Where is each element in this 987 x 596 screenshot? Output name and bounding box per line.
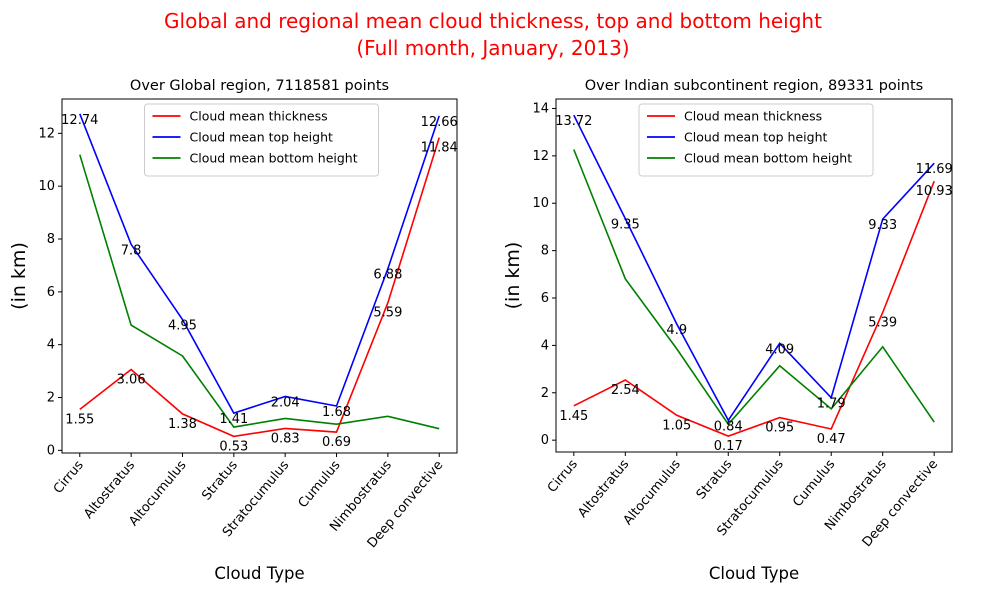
data-label: 6.88: [373, 268, 402, 283]
legend-entry: Cloud mean top height: [190, 130, 334, 145]
x-tick-label: Altostratus: [575, 457, 632, 521]
chart-title: Over Global region, 7118581 points: [130, 78, 389, 94]
data-label: 0.84: [714, 419, 743, 434]
legend-entry: Cloud mean bottom height: [190, 151, 358, 166]
y-tick-label: 10: [38, 179, 55, 194]
data-label: 1.79: [817, 397, 846, 412]
x-tick-label: Cirrus: [545, 457, 581, 496]
series-line-cloud-mean-thickness: [79, 137, 440, 438]
y-tick-label: 6: [541, 291, 549, 306]
figure-title-line2: (Full month, January, 2013): [356, 36, 629, 60]
x-tick-label: Stratus: [199, 458, 241, 504]
data-label: 12.74: [61, 113, 98, 128]
figure-title-line1: Global and regional mean cloud thickness…: [164, 9, 822, 33]
y-axis-label: (in km): [502, 242, 524, 310]
legend-entry: Cloud mean thickness: [684, 109, 822, 124]
y-tick-label: 2: [541, 386, 549, 401]
data-label: 0.83: [271, 431, 300, 446]
legend-entry: Cloud mean top height: [684, 130, 828, 145]
data-label: 0.17: [714, 439, 743, 454]
x-tick-label: Stratus: [694, 457, 736, 503]
data-label: 7.8: [121, 243, 142, 258]
data-label: 11.84: [421, 141, 458, 156]
y-tick-label: 12: [38, 126, 55, 141]
x-tick-label: Cumulus: [790, 457, 838, 510]
y-tick-label: 12: [532, 149, 549, 164]
x-axis-label: Cloud Type: [709, 564, 799, 583]
chart-title: Over Indian subcontinent region, 89331 p…: [585, 78, 924, 94]
data-label: 0.95: [765, 421, 794, 436]
y-tick-label: 8: [47, 232, 55, 247]
legend: Cloud mean thickness Cloud mean top heigh…: [638, 103, 874, 177]
y-tick-label: 8: [541, 244, 549, 259]
axes-frame: [555, 98, 953, 453]
data-label: 5.39: [868, 315, 897, 330]
x-tick-label: Cirrus: [51, 458, 87, 497]
series-line-cloud-mean-bottom-height: [573, 149, 935, 426]
data-label: 1.45: [559, 409, 588, 424]
data-label: 1.68: [322, 405, 351, 420]
legend-frame: [144, 103, 379, 177]
y-tick-label: 0: [541, 433, 549, 448]
legend-entry: Cloud mean bottom height: [684, 151, 852, 166]
data-label: 4.95: [168, 319, 197, 334]
data-label: 1.05: [662, 418, 691, 433]
series-line-cloud-mean-top-height: [79, 113, 440, 415]
data-label: 1.38: [168, 417, 197, 432]
data-label: 13.72: [555, 114, 592, 129]
y-tick-label: 14: [532, 101, 549, 116]
data-label: 4.9: [666, 323, 687, 338]
y-tick-label: 0: [47, 443, 55, 458]
data-label: 1.41: [219, 412, 248, 427]
series-line-cloud-mean-bottom-height: [79, 154, 440, 430]
x-tick-label: Altostratus: [81, 458, 138, 522]
data-label: 1.55: [65, 412, 94, 427]
series-line-cloud-mean-top-height: [573, 114, 935, 422]
x-tick-label: Cumulus: [296, 458, 344, 511]
y-tick-label: 10: [532, 196, 549, 211]
data-label: 9.35: [611, 218, 640, 233]
data-label: 10.93: [916, 184, 953, 199]
data-label: 11.69: [916, 162, 953, 177]
legend-frame: [638, 103, 874, 177]
data-label: 5.59: [373, 306, 402, 321]
data-label: 0.47: [817, 432, 846, 447]
legend-entry: Cloud mean thickness: [190, 109, 328, 124]
y-axis-label: (in km): [8, 242, 30, 310]
data-label: 4.09: [765, 342, 794, 357]
y-tick-label: 4: [47, 338, 55, 353]
series-line-cloud-mean-thickness: [573, 180, 935, 437]
y-tick-label: 2: [47, 391, 55, 406]
y-tick-label: 6: [47, 285, 55, 300]
data-label: 0.69: [322, 435, 351, 450]
data-label: 12.66: [421, 115, 458, 130]
legend: Cloud mean thickness Cloud mean top heigh…: [144, 103, 379, 177]
data-label: 2.04: [271, 395, 300, 410]
y-tick-label: 4: [541, 338, 549, 353]
data-label: 9.33: [868, 218, 897, 233]
data-label: 2.54: [611, 383, 640, 398]
x-axis-label: Cloud Type: [214, 564, 304, 583]
data-label: 0.53: [219, 439, 248, 454]
data-label: 3.06: [117, 373, 146, 388]
axes-frame: [61, 98, 458, 454]
